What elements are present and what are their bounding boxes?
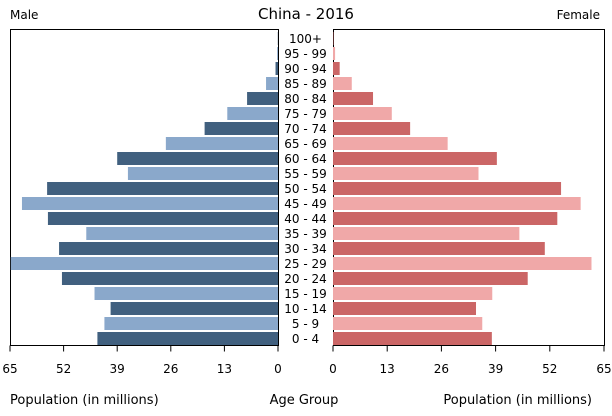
male-x-tick-label: 52 [56, 362, 71, 376]
female-x-tick-label: 65 [596, 362, 611, 376]
male-plot-frame [10, 29, 279, 346]
male-bar [94, 287, 279, 300]
male-bar [86, 227, 279, 240]
male-bar [165, 137, 278, 150]
female-x-tick-label: 39 [488, 362, 503, 376]
male-bar [117, 152, 278, 165]
male-bar [127, 167, 278, 180]
female-bar [333, 182, 562, 195]
female-bar [333, 107, 392, 120]
female-x-axis: 0 13 26 39 52 65 [329, 345, 612, 376]
chart-title: China - 2016 [258, 5, 354, 23]
female-bar [333, 212, 558, 225]
female-x-tick-label: 0 [329, 362, 337, 376]
female-bar [333, 242, 545, 255]
female-x-axis-label: Population (in millions) [443, 393, 592, 408]
age-group-label: 100+ [289, 32, 322, 46]
male-bar [47, 182, 278, 195]
female-bar [333, 77, 352, 90]
male-x-axis: 65 52 39 26 13 0 [2, 345, 282, 376]
female-bar [333, 317, 483, 330]
female-x-tick-label: 26 [434, 362, 449, 376]
age-group-label: 35 - 39 [284, 227, 327, 241]
female-bar [333, 122, 411, 135]
male-x-axis-label: Population (in millions) [10, 393, 159, 408]
male-bar [10, 257, 278, 270]
female-bar [333, 332, 492, 345]
age-group-label: 80 - 84 [284, 92, 327, 106]
age-group-label: 15 - 19 [284, 287, 327, 301]
female-bar [333, 62, 340, 75]
age-group-label: 10 - 14 [284, 302, 327, 316]
male-bar [247, 92, 278, 105]
age-group-label: 20 - 24 [284, 272, 327, 286]
female-bar [333, 287, 493, 300]
age-group-label: 65 - 69 [284, 137, 327, 151]
age-group-label: 50 - 54 [284, 182, 327, 196]
male-x-tick-label: 0 [274, 362, 282, 376]
age-group-label: 25 - 29 [284, 257, 327, 271]
center-axis-label: Age Group [270, 393, 339, 408]
age-group-label: 30 - 34 [284, 242, 327, 256]
female-bar [333, 152, 497, 165]
female-bars [333, 32, 592, 345]
age-group-label: 95 - 99 [284, 47, 327, 61]
male-x-tick-label: 13 [217, 362, 232, 376]
female-panel-label: Female [557, 8, 600, 22]
male-bar [227, 107, 278, 120]
age-group-label: 90 - 94 [284, 62, 327, 76]
female-x-tick-label: 13 [380, 362, 395, 376]
male-bar [110, 302, 278, 315]
age-group-label: 75 - 79 [284, 107, 327, 121]
male-bar [275, 62, 278, 75]
male-bar [266, 77, 278, 90]
male-bar [104, 317, 279, 330]
male-bar [277, 47, 278, 60]
female-bar [333, 227, 520, 240]
male-bar [21, 197, 279, 210]
female-bar [333, 197, 581, 210]
male-x-tick-label: 65 [2, 362, 17, 376]
male-bar [97, 332, 278, 345]
female-x-tick-label: 52 [542, 362, 557, 376]
male-bar [204, 122, 278, 135]
male-bar [59, 242, 278, 255]
male-x-tick-label: 39 [110, 362, 125, 376]
age-group-label: 55 - 59 [284, 167, 327, 181]
male-bar [61, 272, 278, 285]
age-group-label: 5 - 9 [292, 317, 319, 331]
male-bars [10, 32, 279, 345]
age-group-label: 45 - 49 [284, 197, 327, 211]
female-bar [333, 92, 374, 105]
female-bar [333, 137, 448, 150]
female-bar [333, 47, 336, 60]
age-group-label: 85 - 89 [284, 77, 327, 91]
female-bar [333, 272, 528, 285]
age-group-label: 60 - 64 [284, 152, 327, 166]
male-bar [47, 212, 278, 225]
female-bar [333, 167, 479, 180]
female-bar [333, 257, 592, 270]
female-bar [333, 302, 477, 315]
male-panel-label: Male [10, 8, 38, 22]
age-group-label: 70 - 74 [284, 122, 327, 136]
age-group-label: 0 - 4 [292, 332, 319, 346]
male-x-tick-label: 26 [163, 362, 178, 376]
age-group-label: 40 - 44 [284, 212, 327, 226]
